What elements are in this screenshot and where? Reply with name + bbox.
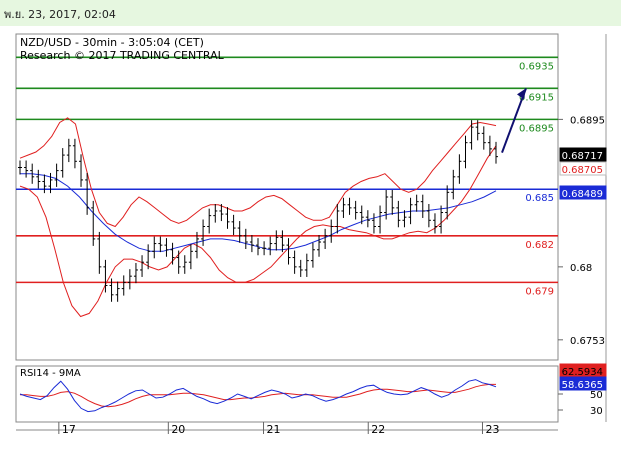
y-tick-label: 0.6753	[570, 336, 605, 347]
level-label: 0.6935	[519, 61, 554, 72]
rsi-y-tick-label: 50	[590, 390, 603, 401]
x-tick-label: 20	[171, 423, 185, 436]
y-tick-label: 0.68	[570, 263, 592, 274]
y-tick-label: 0.6895	[570, 115, 605, 126]
x-tick-label: 22	[371, 423, 385, 436]
rsi-title: RSI14 - 9MA	[20, 368, 81, 379]
bollinger-lower-line	[19, 145, 497, 318]
x-tick-label: 17	[62, 423, 76, 436]
price-badge-bg	[559, 147, 607, 162]
chart-subtitle: Research © 2017 TRADING CENTRAL	[20, 49, 225, 62]
rsi-badge-bg	[559, 376, 607, 391]
rsi-badge: 58.6365	[562, 380, 603, 391]
rsi-y-tick-label: 30	[590, 406, 603, 417]
price-badge: 0.68705	[562, 165, 603, 176]
price-badge-bg	[559, 185, 607, 200]
main-panel-frame	[15, 33, 559, 361]
price-badge: 0.68717	[562, 151, 603, 162]
x-tick-label: 21	[267, 423, 281, 436]
price-layer	[18, 87, 527, 302]
forecast-arrow-head	[517, 88, 526, 100]
badge-layer: 0.68717 0.68705 0.68489 62.5934 58.6365	[559, 147, 607, 391]
timestamp-label: พ.ย. 23, 2017, 02:04	[4, 8, 116, 21]
level-label: 0.679	[525, 286, 554, 297]
top-timestamp-bar: พ.ย. 23, 2017, 02:04	[0, 0, 621, 26]
level-label: 0.685	[525, 193, 554, 204]
level-label: 0.682	[525, 240, 554, 251]
rsi-line	[19, 379, 497, 413]
axis-layer: 0.6895 0.68 0.6753 50 30 17 20 21 22 23	[58, 115, 605, 436]
chart-title: NZD/USD - 30min - 3:05:04 (CET)	[20, 36, 204, 49]
rsi-badge: 62.5934	[562, 367, 603, 378]
x-tick-label: 23	[485, 423, 499, 436]
rsi-panel-frame	[15, 365, 559, 423]
level-label: 0.6915	[519, 92, 554, 103]
rsi-layer	[19, 379, 497, 413]
rsi-ma-line	[20, 383, 496, 408]
level-label: 0.6895	[519, 123, 554, 134]
price-badge: 0.68489	[562, 189, 603, 200]
price-badge-bg	[559, 161, 607, 176]
forecast-arrow	[501, 87, 527, 153]
bollinger-upper-line	[19, 117, 497, 228]
